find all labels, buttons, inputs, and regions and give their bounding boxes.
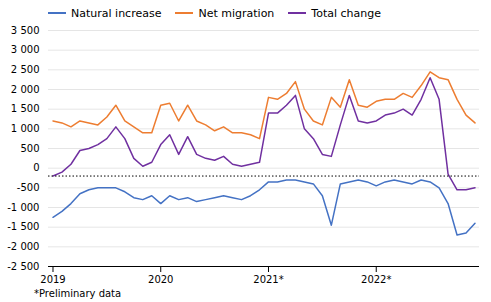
svg-text:2020: 2020 — [148, 274, 173, 285]
svg-text:-500: -500 — [17, 182, 40, 193]
svg-text:0: 0 — [33, 162, 39, 173]
svg-text:2 500: 2 500 — [11, 64, 40, 75]
html-text:Natural increase: Natural increase — [71, 6, 162, 20]
svg-text:-2 500: -2 500 — [7, 261, 39, 272]
html-text:Net migration: Net migration — [198, 6, 275, 20]
svg-text:500: 500 — [20, 143, 39, 154]
svg-text:1 000: 1 000 — [11, 123, 40, 134]
svg-text:-2 000: -2 000 — [7, 241, 39, 252]
html-text:*Preliminary data: *Preliminary data — [34, 288, 122, 299]
svg-text:2019: 2019 — [40, 274, 65, 285]
svg-text:2 000: 2 000 — [11, 84, 40, 95]
svg-text:2021*: 2021* — [253, 274, 283, 285]
svg-text:1 500: 1 500 — [11, 103, 40, 114]
html-text:Total change: Total change — [311, 6, 381, 20]
svg-text:-1 000: -1 000 — [7, 202, 39, 213]
svg-text:-1 500: -1 500 — [7, 221, 39, 232]
svg-text:2022*: 2022* — [361, 274, 391, 285]
svg-text:3 500: 3 500 — [11, 25, 40, 36]
svg-text:3 000: 3 000 — [11, 44, 40, 55]
